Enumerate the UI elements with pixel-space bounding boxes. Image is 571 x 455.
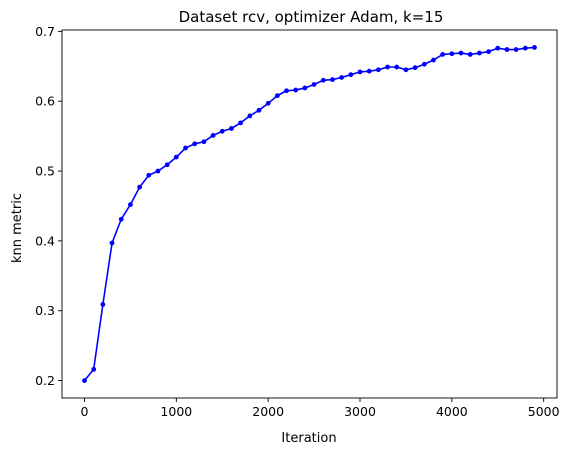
data-point — [412, 65, 418, 71]
plot-area — [82, 45, 537, 383]
plot-frame — [61, 29, 558, 399]
data-point — [100, 302, 106, 307]
x-tick-label: 3000 — [344, 404, 376, 419]
data-point — [311, 82, 317, 87]
data-point — [339, 75, 345, 80]
data-point — [128, 202, 133, 207]
y-axis-label: knn metric — [10, 193, 25, 263]
data-point — [458, 50, 464, 56]
data-point — [164, 162, 170, 168]
x-tick-label: 1000 — [160, 404, 192, 419]
data-point — [146, 172, 152, 178]
data-point — [192, 141, 198, 147]
data-point — [219, 128, 225, 134]
data-point — [238, 120, 244, 126]
data-point — [504, 47, 510, 52]
data-point — [513, 47, 519, 52]
data-point — [201, 139, 207, 145]
data-point — [366, 68, 372, 74]
data-point — [330, 77, 335, 82]
data-point — [109, 240, 115, 246]
y-tick-label: 0.5 — [35, 164, 55, 179]
data-point — [82, 378, 87, 383]
data-point — [274, 93, 280, 99]
data-point — [183, 145, 188, 151]
data-point — [137, 184, 143, 190]
data-point — [495, 45, 501, 51]
data-point — [449, 51, 455, 57]
x-tick-label: 0 — [81, 404, 89, 419]
data-point — [431, 57, 436, 63]
y-tick-label: 0.4 — [35, 233, 55, 248]
data-point — [522, 45, 528, 51]
data-point — [118, 216, 124, 222]
x-tick-label: 5000 — [528, 404, 560, 419]
data-point — [394, 64, 400, 70]
y-tick-label: 0.2 — [35, 373, 55, 388]
data-point — [229, 126, 234, 131]
data-point — [302, 85, 308, 91]
data-point — [256, 107, 262, 113]
data-point — [265, 100, 271, 106]
data-point — [155, 168, 161, 174]
axes: 0 1000 2000 3000 4000 5000 0.2 0.3 0.4 0.5 0.6 0.7 — [35, 24, 560, 419]
x-axis-label: Iteration — [281, 431, 336, 446]
data-point — [467, 52, 473, 57]
series-line — [83, 46, 535, 382]
data-point — [210, 133, 216, 138]
x-tick-label: 4000 — [436, 404, 468, 419]
y-tick-label: 0.3 — [35, 303, 55, 318]
data-point — [440, 52, 446, 57]
data-point — [403, 67, 409, 73]
data-point — [348, 72, 354, 78]
y-tick-label: 0.6 — [35, 94, 55, 109]
data-point — [421, 61, 427, 67]
data-point — [91, 366, 97, 372]
data-point — [247, 113, 253, 119]
data-point — [320, 77, 326, 83]
data-point — [385, 64, 390, 70]
data-point — [293, 87, 299, 93]
y-tick-label: 0.7 — [35, 24, 55, 39]
data-point — [284, 88, 289, 94]
data-point — [357, 69, 363, 75]
data-point — [375, 67, 381, 73]
data-point — [477, 50, 482, 56]
data-point — [532, 45, 537, 50]
x-tick-label: 2000 — [252, 404, 284, 419]
data-point — [486, 49, 491, 55]
chart-title: Dataset rcv, optimizer Adam, k=15 — [179, 8, 444, 26]
data-point — [173, 154, 179, 160]
